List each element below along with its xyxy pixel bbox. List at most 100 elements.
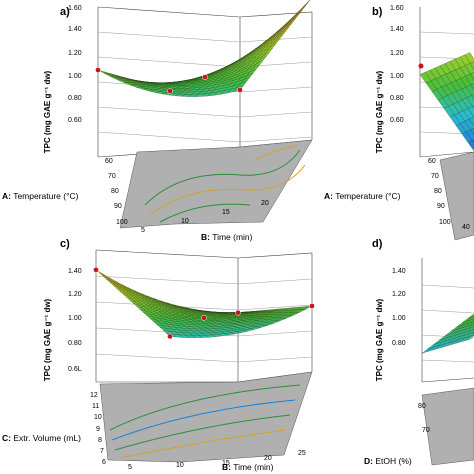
panel-d-surface-cell: [468, 313, 474, 319]
panel-b-floor: [439, 151, 474, 241]
panel-c-z-axis-label: TPC (mg GAE g⁻¹ dw): [43, 298, 52, 381]
panel-c-x-tick: 25: [298, 450, 306, 457]
panel-b-x-tick: 40: [462, 224, 470, 231]
panel-b-y-tick: 100: [439, 219, 451, 226]
panel-c-y-tick: 10: [94, 414, 102, 421]
panel-a-z-tick: 1.00: [68, 73, 82, 80]
panel-d-z-tick: 0.80: [392, 340, 406, 347]
panel-a-y-tick: 90: [114, 203, 122, 210]
panel-c-z-tick: 0.6L: [68, 366, 82, 373]
panel-a-surface: [97, 0, 311, 97]
panel-a-y-axis-label: A: Temperature (°C): [2, 191, 79, 201]
panel-a-y-tick: 60: [105, 158, 113, 165]
panel-b-surface-cell: [470, 127, 474, 135]
panel-c-x-tick: 20: [264, 455, 272, 462]
panel-c-z-ticks: 1.40 1.20 1.00 0.80 0.6L: [68, 268, 82, 373]
panel-b-surface-cell: [470, 83, 474, 91]
panel-b-z-tick: 0.80: [390, 95, 404, 102]
panel-a-x-tick: 15: [222, 209, 230, 216]
panel-c-y-tick: 8: [98, 437, 102, 444]
panel-a-design-point: [237, 87, 243, 93]
panel-a-x-axis-label: B: Time (min): [201, 232, 253, 242]
panel-c-z-tick: 1.40: [68, 268, 82, 275]
panel-a-z-axis-label: TPC (mg GAE g⁻¹ dw): [43, 70, 52, 153]
panel-c-surface: [95, 269, 313, 338]
panel-b-y-tick: 80: [434, 188, 442, 195]
panel-c-y-tick: 9: [96, 426, 100, 433]
panel-a-y-ticks: 60 70 80 90 100: [105, 158, 128, 226]
panel-b-z-tick: 1.40: [390, 26, 404, 33]
panel-a-y-tick: 70: [108, 173, 116, 180]
panel-c-label: c): [60, 238, 70, 250]
panel-a-surface-cell: [292, 10, 303, 21]
panel-b-z-tick: 0.60: [390, 117, 404, 124]
panel-c-y-ticks: 12 11 10 9 8 7 6: [90, 392, 106, 466]
panel-a-z-tick: 0.80: [68, 95, 82, 102]
panel-c-z-tick: 0.80: [68, 340, 82, 347]
panel-d-z-tick: 1.00: [392, 315, 406, 322]
panel-b: b) 1.60 1.40 1.20 1.00 0.80 0.60 TPC (mg…: [324, 5, 474, 241]
panel-d-surface: [421, 313, 474, 354]
panel-c-x-tick: 10: [176, 462, 184, 469]
panel-c-x-tick: 15: [222, 460, 230, 467]
panel-d-y-axis-label: D: EtOH (%): [364, 456, 412, 466]
panel-c-design-point: [309, 303, 315, 309]
panel-b-y-tick: 90: [437, 203, 445, 210]
panel-c-floor: [99, 371, 313, 463]
panel-a-y-tick: 100: [116, 219, 128, 226]
panel-c-z-tick: 1.00: [68, 315, 82, 322]
panel-a-design-point: [167, 88, 173, 94]
panel-b-y-tick: 60: [428, 158, 436, 165]
panel-c-z-tick: 1.20: [68, 291, 82, 298]
panel-b-label: b): [372, 6, 383, 18]
panel-c-design-point: [235, 309, 241, 316]
panel-b-z-tick: 1.20: [390, 50, 404, 57]
panel-d-y-tick: 70: [422, 427, 430, 434]
panel-d-label: d): [372, 238, 383, 250]
panel-b-design-point: [418, 63, 424, 69]
panel-c-design-point: [167, 333, 173, 340]
panel-d-y-ticks: 80 70: [418, 403, 430, 434]
panel-c-x-ticks: 5 10 15 20 25: [128, 450, 306, 471]
panel-d-floor: [421, 387, 474, 466]
panel-d-z-tick: 1.40: [392, 268, 406, 275]
panel-b-z-ticks: 1.60 1.40 1.20 1.00 0.80 0.60: [390, 5, 404, 124]
panel-a-x-ticks: 5 10 15 20: [141, 200, 269, 234]
panel-c-design-points: [93, 266, 315, 340]
panel-a-z-tick: 0.60: [68, 117, 82, 124]
panel-c-design-point: [201, 314, 207, 321]
panel-d: d) 1.40 1.20 1.00 0.80 TPC (mg GAE g⁻¹ d…: [364, 238, 474, 466]
panel-c-design-point: [93, 266, 99, 273]
panel-c-x-tick: 5: [128, 464, 132, 471]
panel-a-z-ticks: 1.60 1.40 1.20 1.00 0.80 0.60: [68, 5, 82, 124]
panel-c-y-tick: 7: [100, 448, 104, 455]
panel-c-y-tick: 11: [92, 403, 99, 410]
panel-b-surface: [419, 52, 474, 152]
panel-a-design-points: [95, 0, 314, 94]
panel-a: a) 1.60 1.40 1.20 1.00 0.80 0.60 TPC (mg…: [2, 0, 314, 242]
panel-a-design-point: [95, 67, 101, 73]
panel-b-z-tick: 1.60: [390, 5, 404, 12]
panel-b-z-axis-label: TPC (mg GAE g⁻¹ dw): [375, 70, 384, 153]
panel-b-z-tick: 1.00: [390, 73, 404, 80]
panel-d-z-tick: 1.20: [392, 291, 406, 298]
panel-a-label: a): [60, 6, 70, 18]
panel-d-y-tick: 80: [418, 403, 426, 410]
panel-b-y-tick: 70: [431, 173, 439, 180]
panel-a-z-tick: 1.60: [68, 5, 82, 12]
panel-b-y-axis-label: A: Temperature (°C): [324, 191, 401, 201]
panel-a-floor: [119, 139, 313, 229]
panel-a-x-tick: 20: [261, 200, 269, 207]
panel-c-x-axis-label: B: Time (min): [222, 462, 274, 472]
panel-a-x-tick: 10: [181, 218, 189, 225]
panel-b-y-ticks: 60 70 80 90 100: [428, 158, 451, 226]
panel-a-design-point: [202, 74, 208, 80]
panel-c-y-tick: 6: [102, 459, 106, 466]
panel-c: c) 1.40 1.20 1.00 0.80 0.6L TPC (mg GAE …: [2, 238, 315, 472]
panel-c-y-axis-label: C: Extr. Volume (mL): [2, 433, 81, 443]
panel-b-surface-cell: [467, 140, 474, 152]
panel-b-surface-cell: [471, 94, 474, 100]
panel-c-y-tick: 12: [90, 392, 98, 399]
panel-d-z-ticks: 1.40 1.20 1.00 0.80: [392, 268, 406, 347]
